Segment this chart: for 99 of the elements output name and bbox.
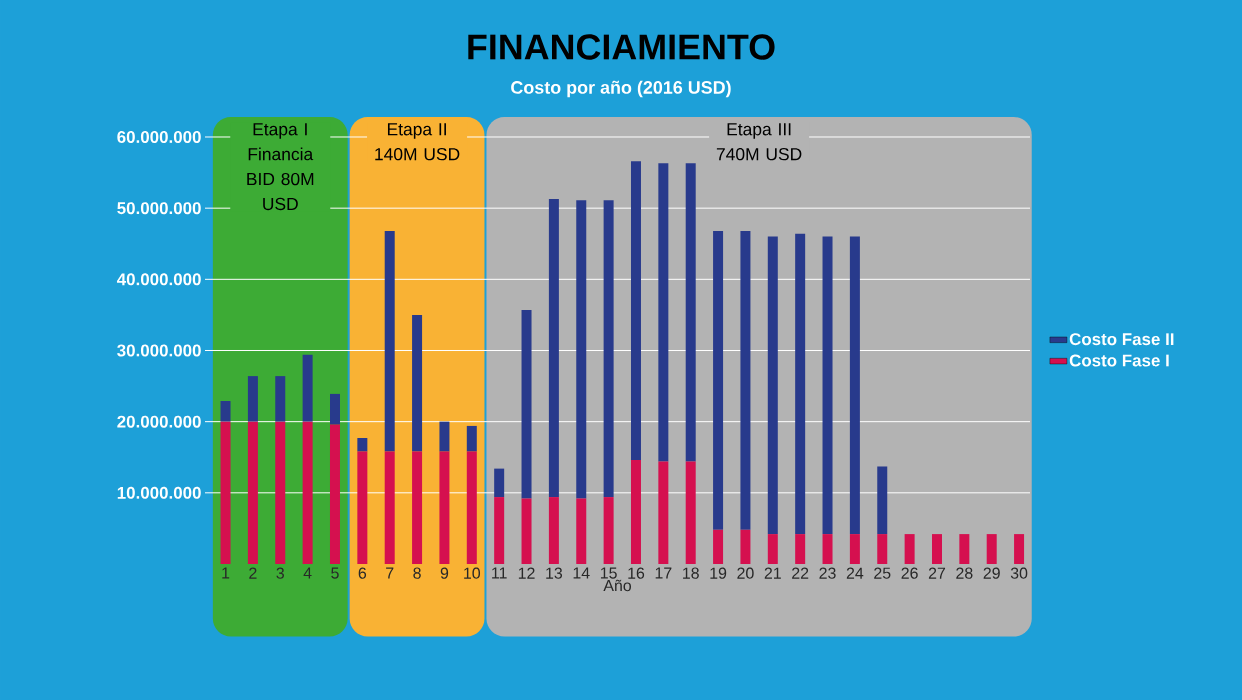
bar: [685, 163, 696, 462]
bar: [521, 309, 532, 499]
x-tick-label: 22: [792, 567, 809, 579]
x-tick-label: 28: [956, 567, 973, 579]
bar: [302, 421, 313, 564]
x-tick-label: 11: [492, 567, 507, 579]
bar: [576, 200, 587, 499]
bar: [439, 451, 450, 564]
y-tick-label: 10.000.000: [117, 486, 201, 499]
x-tick-label: 3: [276, 567, 284, 579]
x-tick-label: 27: [928, 567, 946, 579]
x-tick-label: 23: [819, 567, 836, 579]
x-tick-label: 7: [386, 567, 394, 579]
bar: [466, 425, 477, 452]
x-tick-label: 14: [573, 567, 590, 579]
bar: [904, 534, 915, 564]
bar: [247, 421, 258, 564]
bar: [439, 421, 450, 452]
band-label: Etapa I Financia BID 80M USD: [247, 123, 314, 211]
x-tick-label: 18: [683, 567, 699, 579]
bar: [658, 163, 669, 462]
x-tick-label: 2: [249, 567, 257, 579]
bar: [1014, 534, 1025, 564]
y-tick-label: 50.000.000: [117, 202, 201, 215]
bar: [603, 497, 614, 564]
y-tick-label: 20.000.000: [117, 415, 201, 428]
bar: [329, 424, 340, 564]
y-tick-label: 60.000.000: [117, 130, 201, 143]
x-tick-label: 9: [440, 567, 449, 579]
bar: [412, 314, 423, 452]
bar: [548, 198, 559, 498]
bar: [713, 529, 724, 564]
bar: [494, 468, 505, 498]
bar: [521, 498, 532, 564]
x-tick-label: 8: [413, 567, 421, 579]
x-tick-label: 21: [764, 567, 781, 579]
bar: [767, 236, 778, 535]
legend-label: Costo Fase I: [1069, 354, 1169, 367]
x-tick-label: 6: [358, 567, 367, 579]
bar: [220, 401, 231, 422]
bar: [740, 230, 751, 530]
bar: [329, 393, 340, 425]
bar: [576, 498, 587, 564]
bar: [630, 161, 641, 461]
bar: [740, 529, 751, 564]
bar: [713, 230, 724, 530]
bar: [849, 534, 860, 564]
bar: [247, 376, 258, 422]
x-tick-label: 24: [846, 567, 864, 579]
chart-title: FINANCIAMIENTO: [468, 34, 775, 60]
band-label: Etapa III 740M USD: [716, 123, 802, 161]
bar: [548, 497, 559, 564]
bar: [630, 460, 641, 564]
bar: [466, 451, 477, 564]
x-tick-label: 4: [303, 567, 312, 579]
x-tick-label: 5: [331, 567, 339, 579]
bar: [849, 236, 860, 535]
x-tick-label: 16: [628, 567, 645, 579]
bar: [795, 534, 806, 564]
x-axis-title: Año: [603, 579, 632, 592]
y-tick-label: 40.000.000: [116, 273, 201, 286]
x-tick-label: 10: [464, 567, 481, 579]
bar: [357, 438, 368, 452]
band-label: Etapa II 140M USD: [375, 123, 460, 161]
bar: [384, 230, 395, 452]
bar: [822, 236, 833, 535]
bar: [275, 376, 286, 422]
x-tick-label: 30: [1010, 567, 1028, 579]
bar: [384, 451, 395, 564]
x-tick-label: 26: [901, 567, 918, 579]
x-tick-label: 13: [546, 567, 563, 579]
bar: [767, 534, 778, 564]
bar: [220, 421, 231, 564]
bar: [494, 497, 505, 564]
bar: [302, 354, 313, 422]
bar: [275, 421, 286, 564]
x-tick-label: 20: [737, 567, 754, 579]
legend-label: Costo Fase II: [1069, 333, 1174, 346]
bar: [685, 461, 696, 564]
bar: [877, 534, 888, 564]
bar: [412, 451, 423, 564]
bar: [795, 233, 806, 535]
x-tick-label: 25: [874, 567, 891, 579]
bar: [931, 534, 942, 564]
bar: [658, 461, 669, 564]
bar: [959, 534, 970, 564]
bar: [877, 466, 888, 535]
x-tick-label: 1: [222, 567, 230, 579]
bar: [986, 534, 997, 564]
bar: [357, 451, 368, 564]
bar: [603, 200, 614, 498]
x-tick-label: 29: [983, 567, 1000, 579]
bar: [822, 534, 833, 564]
x-tick-label: 15: [600, 567, 617, 579]
x-tick-label: 12: [518, 567, 535, 579]
chart-subtitle: Costo por año (2016 USD): [511, 80, 731, 98]
x-tick-label: 19: [710, 567, 727, 579]
x-tick-label: 17: [655, 567, 672, 579]
y-tick-label: 30.000.000: [117, 344, 201, 357]
